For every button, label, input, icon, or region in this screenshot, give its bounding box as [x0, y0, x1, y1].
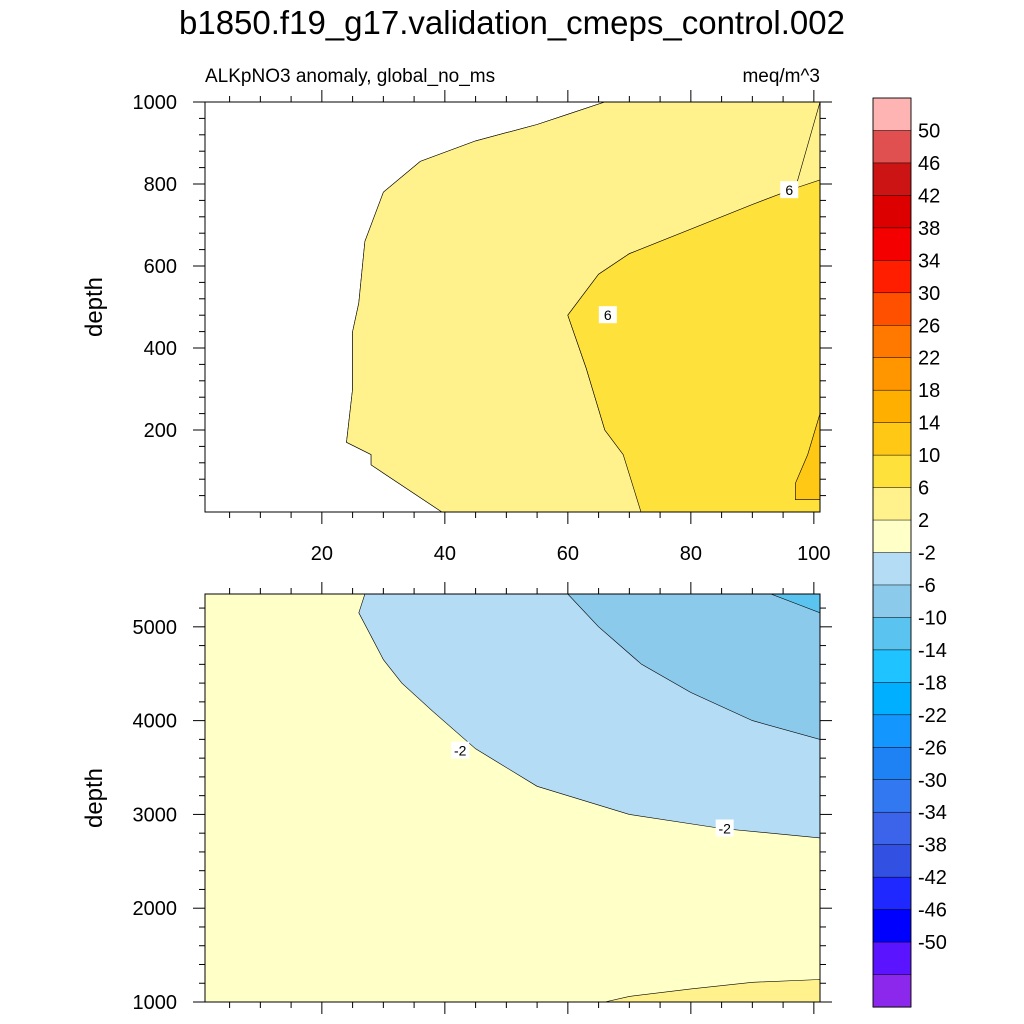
colorbar-label: 14 — [918, 413, 940, 435]
colorbar-box-17 — [872, 649, 912, 683]
colorbar-box-20 — [872, 747, 912, 781]
colorbar-box-16 — [872, 617, 912, 651]
colorbar-box-6 — [872, 292, 912, 326]
upper-right-title: meq/m^3 — [742, 66, 820, 87]
upper-contour-fills: 66 — [205, 102, 820, 512]
colorbar-box-13 — [872, 519, 912, 554]
lower-y-tick-label: 4000 — [133, 711, 178, 733]
colorbar-box-11 — [872, 454, 912, 489]
colorbar-box-27 — [872, 974, 912, 1008]
colorbar-label: 6 — [918, 478, 929, 500]
colorbar-box-3 — [872, 195, 912, 229]
lower-contour-region-3 — [567, 594, 820, 740]
colorbar-box-14 — [872, 552, 912, 586]
svg-text:6: 6 — [604, 307, 612, 323]
colorbar-label: 30 — [918, 283, 940, 305]
colorbar-label: 26 — [918, 315, 940, 337]
lower-contour-label-0: -2 — [451, 741, 470, 759]
upper-y-tick-label: 600 — [144, 256, 177, 278]
colorbar-box-1 — [872, 130, 912, 164]
colorbar-box-15 — [872, 584, 912, 618]
upper-plot-frame — [204, 101, 821, 513]
colorbar-box-19 — [872, 714, 912, 748]
upper-y-tick-label: 1000 — [133, 92, 178, 114]
colorbar-label: -14 — [918, 640, 947, 662]
colorbar-label: -2 — [918, 543, 936, 565]
colorbar-label: 34 — [918, 250, 940, 272]
lower-contour-region-4 — [770, 594, 820, 614]
colorbar-label: -22 — [918, 705, 947, 727]
colorbar-box-0 — [872, 97, 912, 132]
colorbar-label: -46 — [918, 900, 947, 922]
colorbar-box-23 — [872, 844, 912, 878]
upper-contour-region-2 — [567, 179, 820, 512]
upper-x-tick-label: 80 — [680, 543, 702, 565]
colorbar-label: -34 — [918, 802, 947, 824]
colorbar-box-26 — [872, 941, 912, 976]
svg-text:-2: -2 — [454, 743, 467, 759]
lower-plot-frame — [204, 593, 821, 1003]
upper-contour-region-3 — [795, 413, 820, 501]
upper-y-tick-label: 400 — [144, 338, 177, 360]
colorbar-box-18 — [872, 682, 912, 716]
colorbar-label: -18 — [918, 672, 947, 694]
colorbar-label: -10 — [918, 607, 947, 629]
colorbar-label: 46 — [918, 153, 940, 175]
upper-left-title: ALKpNO3 anomaly, global_no_ms — [205, 66, 495, 87]
main-title: b1850.f19_g17.validation_cmeps_control.0… — [179, 4, 845, 41]
colorbar-box-22 — [872, 811, 912, 846]
upper-contour-label-0: 6 — [598, 306, 617, 324]
colorbar-box-2 — [872, 162, 912, 196]
colorbar-box-9 — [872, 389, 912, 424]
colorbar-box-24 — [872, 876, 912, 911]
lower-contour-label-1: -2 — [715, 819, 734, 837]
colorbar-box-12 — [872, 487, 912, 521]
colorbar-box-4 — [872, 227, 912, 261]
lower-y-tick-label: 3000 — [133, 804, 178, 826]
lower-y-tick-label: 2000 — [133, 898, 178, 920]
colorbar-box-25 — [872, 909, 912, 943]
colorbar-label: -38 — [918, 835, 947, 857]
colorbar-label: 50 — [918, 120, 940, 142]
colorbar-frame — [872, 97, 912, 1008]
colorbar-box-8 — [872, 357, 912, 391]
colorbar-box-5 — [872, 260, 912, 294]
lower-panel: -2 -2 1000 2000 3000 4000 5000 depth — [81, 582, 832, 1014]
upper-x-tick-label: 20 — [311, 543, 333, 565]
colorbar-label: -50 — [918, 932, 947, 954]
upper-x-tick-label: 60 — [557, 543, 579, 565]
upper-y-axis-label: depth — [81, 277, 108, 337]
colorbar-label: -30 — [918, 770, 947, 792]
colorbar-label: -42 — [918, 867, 947, 889]
colorbar-label: 38 — [918, 218, 940, 240]
upper-y-tick-label: 800 — [144, 174, 177, 196]
colorbar-label: 22 — [918, 348, 940, 370]
colorbar-label: -26 — [918, 737, 947, 759]
svg-text:-2: -2 — [718, 820, 731, 836]
colorbar-box-10 — [872, 422, 912, 456]
colorbar-label: 42 — [918, 185, 940, 207]
lower-y-tick-label: 1000 — [133, 992, 178, 1014]
lower-y-axis-label: depth — [81, 768, 108, 828]
lower-contour-region-1 — [604, 979, 820, 1002]
colorbar-label: 2 — [918, 510, 929, 532]
svg-text:6: 6 — [785, 182, 793, 198]
upper-contour-label-1: 6 — [780, 181, 799, 199]
upper-x-tick-label: 100 — [797, 543, 830, 565]
lower-contour-fills: -2 -2 — [205, 594, 820, 1002]
colorbar-label: -6 — [918, 575, 936, 597]
colorbar-label: 18 — [918, 380, 940, 402]
colorbar-box-21 — [872, 779, 912, 813]
upper-x-tick-label: 40 — [434, 543, 456, 565]
colorbar: 50 46 42 38 34 30 26 22 18 14 10 6 2 -2 -6 -10 -14 -18 -22… — [872, 97, 947, 1008]
colorbar-box-7 — [872, 325, 912, 359]
lower-y-tick-label: 5000 — [133, 617, 178, 639]
colorbar-label: 10 — [918, 445, 940, 467]
upper-y-tick-label: 200 — [144, 420, 177, 442]
